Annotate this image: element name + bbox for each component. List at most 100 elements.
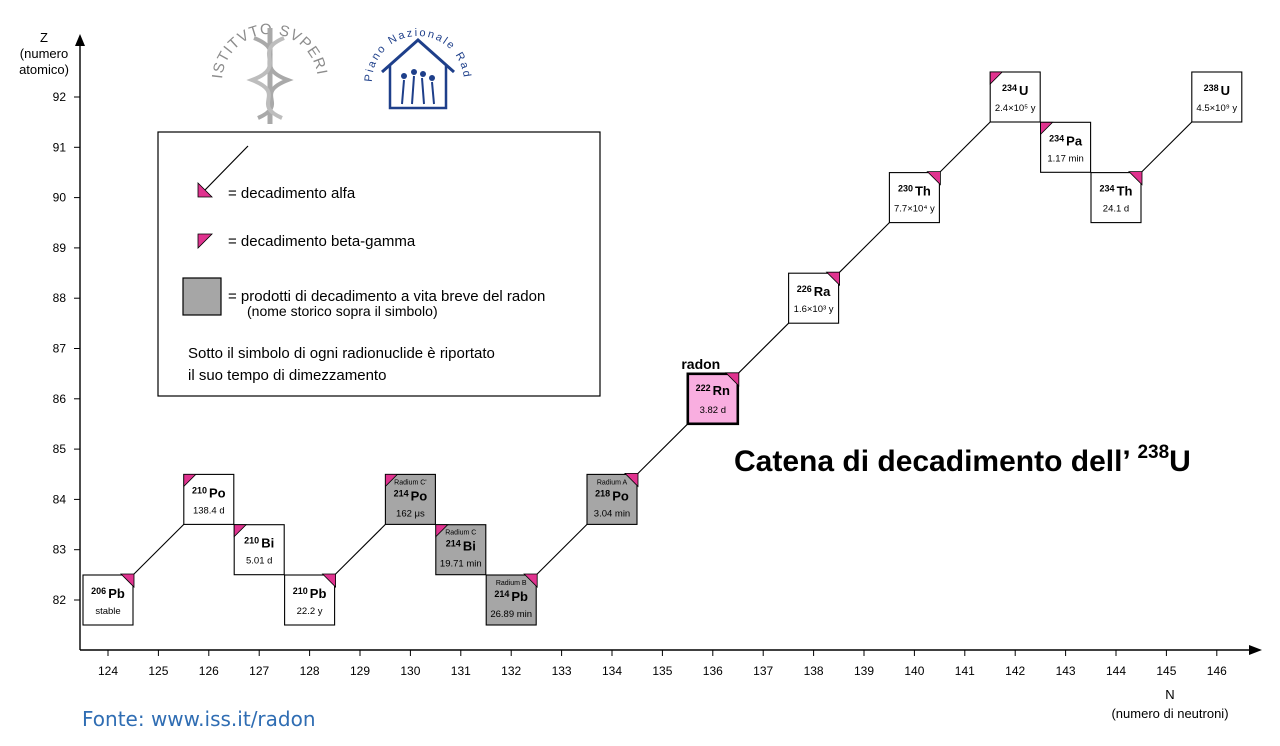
nuclide-po218: Radium A 218 Po 3.04 min: [586, 473, 638, 525]
element-symbol: Th: [1117, 184, 1133, 199]
legend-beta-text: = decadimento beta-gamma: [228, 233, 416, 250]
mass-number: 210: [192, 485, 207, 495]
mass-number: 218: [595, 488, 610, 498]
element-symbol: Rn: [713, 383, 730, 398]
source-link[interactable]: Fonte: www.iss.it/radon: [82, 707, 316, 731]
nuclide-th234: 234 Th 24.1 d: [1090, 172, 1142, 224]
legend-alpha-line: [204, 145, 249, 191]
legend-note-line1: Sotto il simbolo di ogni radionuclide è …: [188, 345, 495, 362]
nuclide-box: [1040, 121, 1092, 173]
legend-box: [157, 131, 601, 397]
x-tick-label: 145: [1156, 664, 1176, 678]
alpha-decay-marker-icon: [825, 271, 840, 287]
historic-name: Radium A: [597, 479, 628, 486]
element-symbol: U: [1019, 83, 1028, 98]
y-tick-label: 85: [53, 442, 67, 456]
half-life: 24.1 d: [1103, 204, 1129, 215]
mass-number: 214: [494, 589, 509, 599]
nuclide-symbol: 234 Th: [1100, 184, 1133, 199]
nuclide-bi210: 210 Bi 5.01 d: [233, 524, 285, 576]
alpha-decay-marker-icon: [321, 573, 337, 588]
y-axis-arrow-icon: [75, 34, 85, 46]
mass-number: 214: [446, 539, 461, 549]
mass-number: 230: [898, 184, 913, 194]
alpha-decay-line-po218-pb214: [535, 524, 588, 576]
legend-short-lived-swatch: [182, 277, 222, 316]
y-tick-label: 89: [53, 241, 67, 255]
mass-number: 210: [293, 586, 308, 596]
nuclide-symbol: 230 Th: [898, 184, 931, 199]
element-symbol: Pb: [511, 589, 528, 604]
alpha-decay-marker-icon: [724, 372, 740, 387]
mass-number: 234: [1002, 83, 1017, 93]
mass-number: 210: [244, 536, 259, 546]
x-axis-label-line2: (numero di neutroni): [1111, 706, 1228, 721]
x-axis-label-line1: N: [1165, 687, 1174, 702]
historic-name: Radium C: [445, 530, 476, 537]
beta-decay-marker-icon: [1040, 121, 1054, 136]
nuclide-u234: 234 U 2.4×10⁵ y: [989, 71, 1041, 123]
y-tick-label: 90: [53, 191, 67, 205]
x-tick-label: 143: [1056, 664, 1076, 678]
nuclide-ra226: 226 Ra 1.6×10³ y: [788, 272, 840, 324]
y-tick-label: 84: [53, 492, 67, 506]
title-mass: 238: [1137, 442, 1169, 463]
y-tick-label: 92: [53, 90, 67, 104]
x-tick-label: 140: [904, 664, 924, 678]
legend-beta-marker-icon: [197, 233, 213, 249]
half-life: 2.4×10⁵ y: [995, 103, 1036, 114]
legend-note-line2: il suo tempo di dimezzamento: [188, 367, 386, 384]
element-symbol: Po: [411, 488, 428, 503]
nuclide-box: [1191, 71, 1243, 123]
nuclide-symbol: 214 Po: [394, 488, 428, 503]
beta-decay-marker-icon: [183, 473, 197, 488]
alpha-decay-marker-icon: [523, 573, 538, 588]
alpha-decay-line-th230-ra226: [838, 222, 890, 274]
pnr-logo: Piano Nazionale Radon: [0, 0, 471, 110]
nuclide-rn222: 222 Rn 3.82 d radon: [681, 356, 740, 426]
element-symbol: Po: [209, 485, 226, 500]
nuclide-pb206: 206 Pb stable: [82, 574, 134, 626]
element-symbol: Ra: [814, 284, 831, 299]
x-tick-label: 134: [602, 664, 622, 678]
x-tick-label: 124: [98, 664, 118, 678]
x-tick-label: 130: [400, 664, 420, 678]
half-life: 26.89 min: [490, 609, 532, 620]
radon-label: radon: [681, 356, 720, 372]
x-tick-label: 142: [1005, 664, 1025, 678]
x-ticks: 124 125 126 127 128 129 130 131 132 133 134 135 136 1…: [98, 650, 1227, 678]
title-symbol: U: [1169, 445, 1191, 478]
alpha-decay-line-po210-pb206: [132, 524, 185, 576]
x-tick-label: 137: [753, 664, 773, 678]
x-tick-label: 135: [652, 664, 672, 678]
y-tick-label: 82: [53, 593, 67, 607]
y-tick-label: 91: [53, 140, 67, 154]
nuclide-symbol: 214 Bi: [446, 539, 476, 554]
alpha-decay-line-po214-pb210: [334, 524, 386, 576]
mass-number: 206: [91, 586, 106, 596]
nuclide-symbol: 226 Ra: [797, 284, 831, 299]
alpha-decay-marker-icon: [624, 472, 639, 488]
nuclide-symbol: 218 Po: [595, 488, 629, 503]
half-life: 4.5×10⁹ y: [1196, 103, 1237, 114]
legend-alpha-text: = decadimento alfa: [228, 185, 356, 202]
nuclide-box: [233, 524, 285, 576]
nuclide-symbol: 234 U: [1002, 83, 1028, 98]
half-life: 19.71 min: [440, 559, 482, 570]
y-axis-label-line1: Z: [40, 30, 48, 45]
nuclide-po214: Radium C' 214 Po 162 μs: [384, 473, 436, 525]
axes: 124 125 126 127 128 129 130 131 132 133 134 135 136 1…: [19, 30, 1262, 721]
y-tick-label: 83: [53, 543, 67, 557]
mass-number: 226: [797, 284, 812, 294]
element-symbol: Th: [915, 184, 931, 199]
x-tick-label: 132: [501, 664, 521, 678]
mass-number: 238: [1204, 83, 1219, 93]
x-tick-label: 141: [955, 664, 975, 678]
half-life: 5.01 d: [246, 556, 272, 567]
x-tick-label: 125: [148, 664, 168, 678]
nuclide-symbol: 210 Po: [192, 485, 226, 500]
nuclide-box: [1090, 172, 1142, 224]
x-tick-label: 129: [350, 664, 370, 678]
